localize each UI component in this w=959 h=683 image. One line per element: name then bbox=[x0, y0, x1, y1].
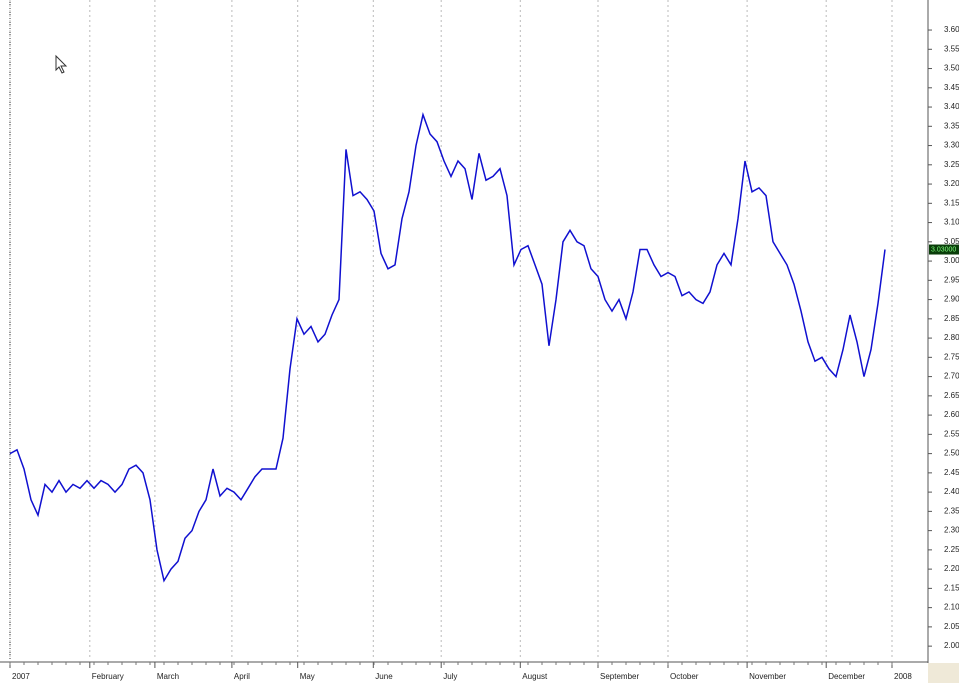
y-tick-label: 2.05 bbox=[944, 622, 959, 631]
price-line bbox=[9, 112, 886, 583]
x-tick-label: May bbox=[300, 672, 315, 681]
y-tick-label: 2.50 bbox=[944, 449, 959, 458]
y-tick-label: 3.05 bbox=[944, 237, 959, 246]
y-tick-label: 3.00 bbox=[944, 256, 959, 265]
y-tick-label: 2.85 bbox=[944, 314, 959, 323]
x-tick-label: February bbox=[92, 672, 124, 681]
y-tick-label: 3.30 bbox=[944, 141, 959, 150]
y-tick-label: 2.00 bbox=[944, 641, 959, 650]
y-tick-label: 3.60 bbox=[944, 25, 959, 34]
x-tick-label: 2008 bbox=[894, 672, 912, 681]
x-tick-label: December bbox=[828, 672, 865, 681]
corner-box bbox=[928, 663, 959, 683]
y-tick-label: 3.10 bbox=[944, 218, 959, 227]
y-tick-label: 3.55 bbox=[944, 44, 959, 53]
y-tick-label: 2.25 bbox=[944, 545, 959, 554]
y-tick-label: 2.75 bbox=[944, 352, 959, 361]
y-tick-label: 2.15 bbox=[944, 583, 959, 592]
y-tick-label: 2.60 bbox=[944, 410, 959, 419]
x-tick-label: April bbox=[234, 672, 250, 681]
y-tick-label: 3.45 bbox=[944, 83, 959, 92]
x-tick-label: July bbox=[443, 672, 457, 681]
y-tick-label: 3.15 bbox=[944, 198, 959, 207]
y-tick-label: 2.65 bbox=[944, 391, 959, 400]
y-tick-label: 2.95 bbox=[944, 275, 959, 284]
y-tick-label: 2.30 bbox=[944, 526, 959, 535]
y-tick-label: 2.10 bbox=[944, 603, 959, 612]
y-tick-label: 3.40 bbox=[944, 102, 959, 111]
y-tick-label: 3.50 bbox=[944, 64, 959, 73]
x-tick-label: September bbox=[600, 672, 639, 681]
price-label-box bbox=[929, 244, 959, 255]
y-tick-label: 3.25 bbox=[944, 160, 959, 169]
y-tick-label: 2.45 bbox=[944, 468, 959, 477]
x-tick-label: June bbox=[375, 672, 393, 681]
y-tick-label: 3.35 bbox=[944, 121, 959, 130]
y-tick-label: 3.20 bbox=[944, 179, 959, 188]
price-label: 3.03000 bbox=[931, 246, 956, 253]
y-tick-label: 2.70 bbox=[944, 372, 959, 381]
x-tick-label: 2007 bbox=[12, 672, 30, 681]
y-tick-label: 2.20 bbox=[944, 564, 959, 573]
y-tick-label: 2.80 bbox=[944, 333, 959, 342]
y-tick-label: 2.35 bbox=[944, 506, 959, 515]
x-tick-label: March bbox=[157, 672, 179, 681]
x-tick-label: August bbox=[522, 672, 548, 681]
y-tick-label: 2.55 bbox=[944, 429, 959, 438]
y-tick-label: 2.40 bbox=[944, 487, 959, 496]
x-tick-label: November bbox=[749, 672, 786, 681]
y-tick-label: 2.90 bbox=[944, 295, 959, 304]
x-tick-label: October bbox=[670, 672, 699, 681]
mouse-cursor bbox=[55, 54, 68, 74]
